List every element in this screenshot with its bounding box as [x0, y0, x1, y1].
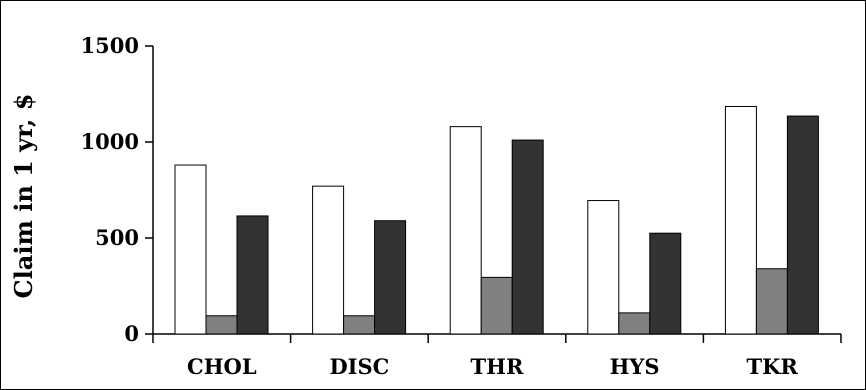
y-axis: 0 500 1000 1500: [81, 33, 154, 346]
bar-tkr-series-3: [786, 115, 819, 335]
bar-thr-series-2: [480, 276, 513, 335]
x-category-label: HYS: [610, 354, 660, 379]
y-tick-label: 1500: [81, 33, 139, 58]
x-category-label: TKR: [747, 354, 799, 379]
y-axis-title: Claim in 1 yr, $: [9, 94, 38, 299]
x-category-label: CHOL: [187, 354, 257, 379]
bar-disc-series-1: [312, 185, 345, 335]
bar-tkr-series-1: [724, 105, 757, 335]
bar-tkr-series-2: [755, 268, 788, 335]
bar-hys-series-3: [649, 232, 682, 335]
bar-thr-series-3: [511, 139, 544, 335]
bar-chol-series-2: [205, 315, 238, 335]
x-axis: CHOL DISC THR HYS TKR: [152, 333, 842, 379]
bar-chol-series-1: [174, 164, 207, 335]
x-category-label: DISC: [329, 354, 389, 379]
bar-disc-series-3: [374, 220, 407, 335]
bar-thr-series-1: [449, 126, 482, 335]
y-tick-label: 0: [124, 321, 139, 346]
y-tick-label: 1000: [81, 129, 139, 154]
bar-chol-series-3: [236, 215, 269, 335]
bars: [174, 105, 819, 335]
bar-disc-series-2: [343, 315, 376, 335]
bar-hys-series-1: [587, 200, 620, 335]
bar-hys-series-2: [618, 312, 651, 335]
y-tick-label: 500: [95, 225, 139, 250]
x-category-label: THR: [471, 354, 524, 379]
